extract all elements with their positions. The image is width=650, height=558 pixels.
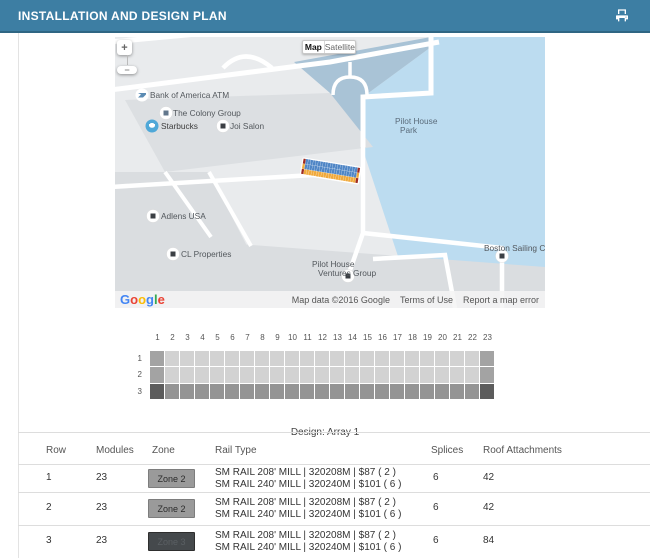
- svg-text:Adlens USA: Adlens USA: [161, 211, 206, 221]
- svg-text:Park: Park: [400, 125, 418, 135]
- svg-text:Starbucks: Starbucks: [161, 121, 198, 131]
- svg-text:Boston Sailing Cen: Boston Sailing Cen: [484, 243, 545, 253]
- svg-text:The Colony Group: The Colony Group: [173, 108, 241, 118]
- svg-text:CL Properties: CL Properties: [181, 249, 231, 259]
- svg-text:Ventures Group: Ventures Group: [318, 268, 377, 278]
- svg-text:Bank of America ATM: Bank of America ATM: [150, 90, 229, 100]
- svg-text:Joi Salon: Joi Salon: [230, 121, 265, 131]
